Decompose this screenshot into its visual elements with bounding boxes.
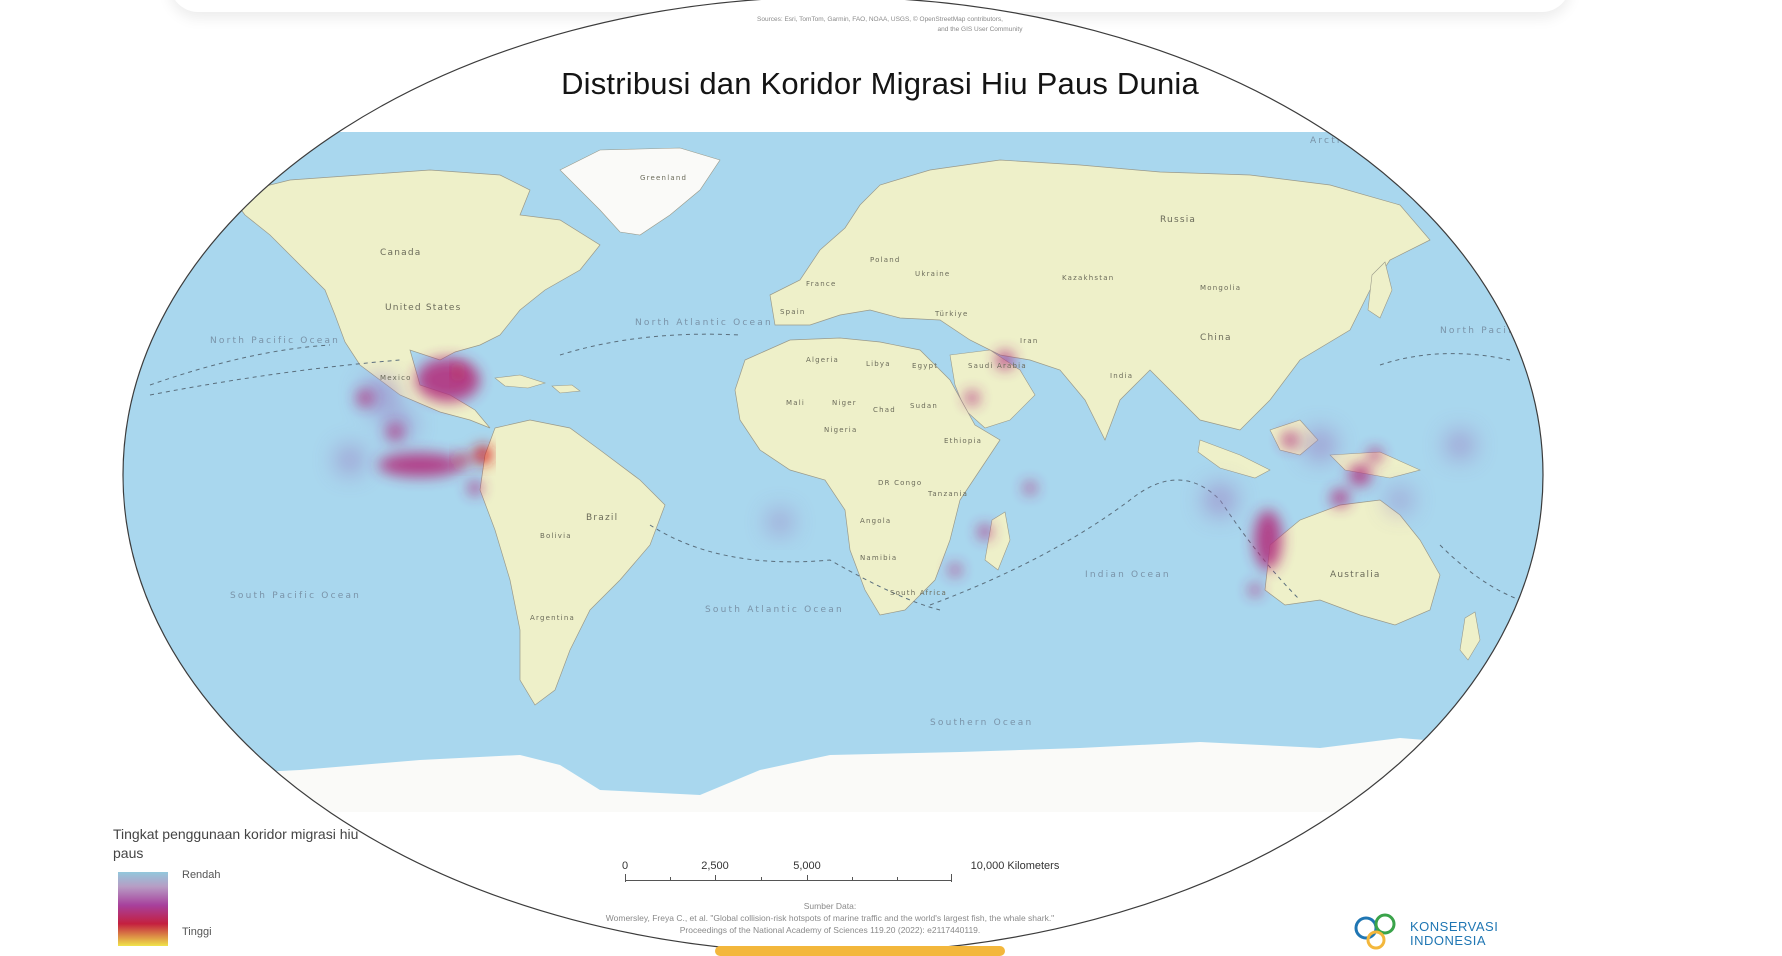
- label-tanzania: Tanzania: [927, 490, 968, 498]
- land-greenland: [559, 147, 721, 236]
- logo-subtitle: INDONESIA: [1410, 933, 1487, 948]
- label-france: France: [806, 280, 836, 288]
- scale-tick: [951, 874, 952, 882]
- label-mali: Mali: [786, 399, 805, 407]
- land-antarctica: [123, 738, 1480, 812]
- hotspot-layer: [336, 351, 1474, 596]
- label-libya: Libya: [866, 360, 891, 368]
- source-line-2: Proceedings of the National Academy of S…: [679, 925, 981, 935]
- label-russia: Russia: [1160, 215, 1196, 225]
- scale-line: [625, 880, 951, 881]
- label-indian-ocean: Indian Ocean: [1085, 570, 1171, 580]
- scale-label-5000: 5,000: [793, 860, 821, 872]
- label-angola: Angola: [860, 517, 891, 525]
- konservasi-indonesia-logo[interactable]: KONSERVASI INDONESIA: [1352, 908, 1512, 950]
- label-saudi-arabia: Saudi Arabia: [968, 362, 1027, 370]
- land-north-america: [229, 169, 601, 429]
- label-egypt: Egypt: [912, 362, 938, 370]
- label-nigeria: Nigeria: [824, 426, 857, 434]
- map-title: Distribusi dan Koridor Migrasi Hiu Paus …: [561, 66, 1199, 101]
- label-dr-congo: DR Congo: [878, 479, 922, 487]
- land-eurasia: [769, 159, 1431, 441]
- land-new-zealand: [1459, 611, 1481, 661]
- scale-tick: [715, 875, 716, 881]
- label-south-africa: South Africa: [890, 589, 947, 597]
- label-ethiopia: Ethiopia: [944, 437, 982, 445]
- scale-tick: [761, 877, 762, 881]
- globe-outline: [122, 0, 1544, 950]
- label-turkiye: Türkiye: [934, 310, 968, 318]
- label-ukraine: Ukraine: [915, 270, 950, 278]
- scale-label-10000: 10,000 Kilometers: [970, 860, 1060, 872]
- land-south-america: [479, 419, 666, 706]
- label-south-atlantic: South Atlantic Ocean: [705, 605, 844, 615]
- label-niger: Niger: [832, 399, 857, 407]
- bottom-accent-bar: [715, 946, 1005, 956]
- legend-color-ramp: [118, 872, 168, 946]
- legend: Tingkat penggunaan koridor migrasi hiu p…: [113, 825, 373, 946]
- scale-bar: 0 2,500 5,000 10,000 Kilometers: [621, 860, 1075, 890]
- scale-tick: [807, 875, 808, 881]
- label-india: India: [1110, 372, 1133, 380]
- scale-tick: [625, 874, 626, 882]
- land-japan: [1367, 261, 1393, 319]
- label-arctic-ocean: Arctic Ocean: [1310, 136, 1394, 146]
- label-kazakhstan: Kazakhstan: [1062, 274, 1114, 282]
- label-sudan: Sudan: [910, 402, 938, 410]
- label-north-pacific-east: North Pacific Ocean: [1440, 326, 1570, 336]
- land-caribbean: [494, 374, 581, 394]
- source-heading: Sumber Data:: [803, 901, 857, 911]
- land-madagascar: [984, 511, 1011, 571]
- legend-low-label: Rendah: [182, 869, 221, 881]
- data-source: Sumber Data: Womersley, Freya C., et al.…: [560, 900, 1100, 936]
- label-united-states: United States: [385, 303, 462, 313]
- land-africa: [734, 337, 1001, 616]
- logo-text: KONSERVASI INDONESIA: [1410, 920, 1498, 948]
- map-credits: Sources: Esri, TomTom, Garmin, FAO, NOAA…: [757, 16, 1023, 33]
- label-spain: Spain: [780, 308, 806, 316]
- label-argentina: Argentina: [530, 614, 575, 622]
- country-labels: Greenland Canada United States Mexico Br…: [380, 174, 1381, 622]
- label-poland: Poland: [870, 256, 901, 264]
- label-north-atlantic: North Atlantic Ocean: [635, 318, 773, 328]
- scale-tick: [852, 877, 853, 881]
- label-north-pacific: North Pacific Ocean: [210, 336, 340, 346]
- source-line-1: Womersley, Freya C., et al. "Global coll…: [605, 913, 1055, 923]
- scale-label-0: 0: [621, 860, 629, 872]
- label-south-pacific: South Pacific Ocean: [230, 591, 361, 601]
- scale-tick: [670, 877, 671, 881]
- logo-name: KONSERVASI: [1410, 919, 1499, 934]
- migration-paths: [149, 333, 1521, 611]
- label-mongolia: Mongolia: [1200, 284, 1241, 292]
- label-canada: Canada: [380, 248, 421, 258]
- label-bolivia: Bolivia: [540, 532, 572, 540]
- label-algeria: Algeria: [806, 356, 839, 364]
- label-china: China: [1200, 333, 1232, 343]
- label-mexico: Mexico: [380, 374, 412, 382]
- label-namibia: Namibia: [860, 554, 897, 562]
- label-southern-ocean: Southern Ocean: [930, 718, 1033, 728]
- label-chad: Chad: [873, 406, 896, 414]
- scale-tick: [897, 877, 898, 881]
- label-iran: Iran: [1020, 337, 1038, 345]
- scale-label-2500: 2,500: [701, 860, 729, 872]
- legend-high-label: Tinggi: [182, 926, 212, 938]
- label-australia: Australia: [1330, 570, 1381, 580]
- leaf-mark-icon: [1354, 913, 1396, 950]
- legend-title: Tingkat penggunaan koridor migrasi hiu p…: [113, 826, 359, 861]
- label-brazil: Brazil: [586, 513, 618, 523]
- land-australia: [1264, 499, 1441, 626]
- label-greenland: Greenland: [640, 174, 687, 182]
